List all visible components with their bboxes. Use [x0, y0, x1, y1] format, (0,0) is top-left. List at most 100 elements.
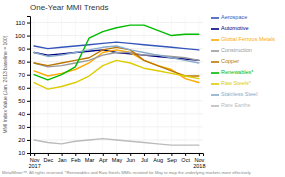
- tick: 100: [15, 33, 30, 39]
- grid-line: [198, 16, 199, 153]
- tick-label: 90: [18, 46, 25, 52]
- legend-swatch: [211, 72, 219, 74]
- x-axis: Nov2017Dec Jan Feb Mar Apr MayJun Jul Aug Sep Oct…: [28, 153, 205, 169]
- grid-line: [47, 16, 48, 153]
- line: [34, 60, 199, 89]
- tick: Oct: [181, 153, 190, 163]
- y-axis: 102030405060708090100110: [15, 17, 31, 157]
- grid-line: [157, 16, 158, 153]
- tick-label: Jan: [58, 157, 67, 163]
- legend-label: Aerospace: [221, 14, 247, 20]
- tick-mark: [27, 49, 30, 50]
- tick-label: Mar: [85, 157, 95, 163]
- legend-swatch: [211, 83, 219, 85]
- legend-swatch: [211, 94, 219, 96]
- tick-mark: [117, 153, 118, 156]
- tick-label: Dec: [43, 157, 53, 163]
- tick-label: 40: [18, 111, 25, 117]
- tick-mark: [62, 153, 63, 156]
- tick-label: 30: [18, 124, 25, 130]
- legend-swatch: [211, 105, 219, 107]
- tick: 30: [18, 124, 30, 130]
- grid-line: [171, 16, 172, 153]
- legend-swatch: [211, 50, 219, 52]
- tick-mark: [171, 153, 172, 156]
- tick-label: Aug: [153, 157, 163, 163]
- tick-mark: [48, 153, 49, 156]
- tick-mark: [27, 140, 30, 141]
- tick-mark: [130, 153, 131, 156]
- tick: Sep: [167, 153, 177, 163]
- tick-mark: [27, 23, 30, 24]
- tick-label: Nov2018: [193, 157, 205, 169]
- legend-item: Global Ferrous Metals: [211, 36, 275, 42]
- tick: 40: [18, 111, 30, 117]
- legend-label: Construction: [221, 47, 252, 53]
- tick-mark: [158, 153, 159, 156]
- legend-label: Stainless Steel: [221, 91, 257, 97]
- tick: Dec: [43, 153, 53, 163]
- tick: 20: [18, 137, 30, 143]
- tick-mark: [103, 153, 104, 156]
- tick: 110: [15, 20, 30, 26]
- tick: Jun: [126, 153, 135, 163]
- tick-mark: [144, 153, 145, 156]
- tick-mark: [34, 153, 35, 156]
- legend: Aerospace Automotive Global Ferrous Metals…: [211, 14, 275, 108]
- legend-item: Copper: [211, 58, 239, 64]
- grid-line: [61, 16, 62, 153]
- tick-label: 70: [18, 72, 25, 78]
- chart: 102030405060708090100110Nov2017DecJanFeb…: [0, 0, 285, 177]
- grid-line: [185, 16, 186, 153]
- tick: Jan: [58, 153, 67, 163]
- legend-label: Automotive: [221, 25, 249, 31]
- legend-item: Raw Steels*: [211, 80, 252, 86]
- tick: 80: [18, 59, 30, 65]
- line: [34, 139, 199, 146]
- tick-label: 80: [18, 59, 25, 65]
- legend-item: Automotive: [211, 25, 249, 31]
- grid-line: [89, 16, 90, 153]
- footnote: MetalMiner™. All rights reserved. *Renew…: [2, 170, 252, 175]
- line: [34, 47, 199, 76]
- grid-line: [34, 16, 35, 153]
- legend-item: Construction: [211, 47, 252, 53]
- tick: Feb: [71, 153, 80, 163]
- tick: Apr: [99, 153, 108, 163]
- tick-mark: [27, 36, 30, 37]
- legend-swatch: [211, 17, 219, 19]
- tick-label: Jun: [126, 157, 135, 163]
- legend-item: Stainless Steel: [211, 91, 257, 97]
- axis-title: MMI Index Value (Jan. 2013 baseline = 10…: [2, 35, 8, 133]
- tick: May: [112, 153, 123, 163]
- tick-mark: [185, 153, 186, 156]
- tick-mark: [27, 101, 30, 102]
- line: [34, 25, 199, 80]
- tick-label: 10: [18, 150, 25, 156]
- tick-label: 60: [18, 85, 25, 91]
- tick: Jul: [141, 153, 148, 163]
- tick: Nov2018: [193, 153, 205, 169]
- tick: Nov2017: [28, 153, 40, 169]
- tick-mark: [27, 88, 30, 89]
- tick: 60: [18, 85, 30, 91]
- title: One-Year MMI Trends: [30, 3, 108, 12]
- tick-label: Jul: [141, 157, 148, 163]
- tick-label: Oct: [181, 157, 190, 163]
- plot-area: 102030405060708090100110Nov2017DecJanFeb…: [15, 16, 206, 169]
- line: [34, 46, 199, 63]
- tick-mark: [75, 153, 76, 156]
- tick-label: Apr: [99, 157, 108, 163]
- legend-swatch: [211, 61, 219, 63]
- grid-line: [143, 16, 144, 153]
- tick-label: Sep: [167, 157, 177, 163]
- tick-mark: [27, 75, 30, 76]
- tick: Aug: [153, 153, 163, 163]
- legend-label: Global Ferrous Metals: [221, 36, 275, 42]
- tick-label: 110: [15, 20, 25, 26]
- tick: 90: [18, 46, 30, 52]
- tick-mark: [89, 153, 90, 156]
- grid-line: [116, 16, 117, 153]
- legend-item: Renewables*: [211, 69, 254, 75]
- legend-label: Renewables*: [221, 69, 254, 75]
